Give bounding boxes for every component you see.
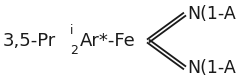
Text: 2: 2 <box>70 43 78 56</box>
Text: Ar*-Fe: Ar*-Fe <box>80 32 136 50</box>
Text: 3,5-Pr: 3,5-Pr <box>3 32 56 50</box>
Text: i: i <box>70 25 73 37</box>
Text: N(1-Ad): N(1-Ad) <box>187 5 236 23</box>
Text: N(1-Ad): N(1-Ad) <box>187 59 236 77</box>
